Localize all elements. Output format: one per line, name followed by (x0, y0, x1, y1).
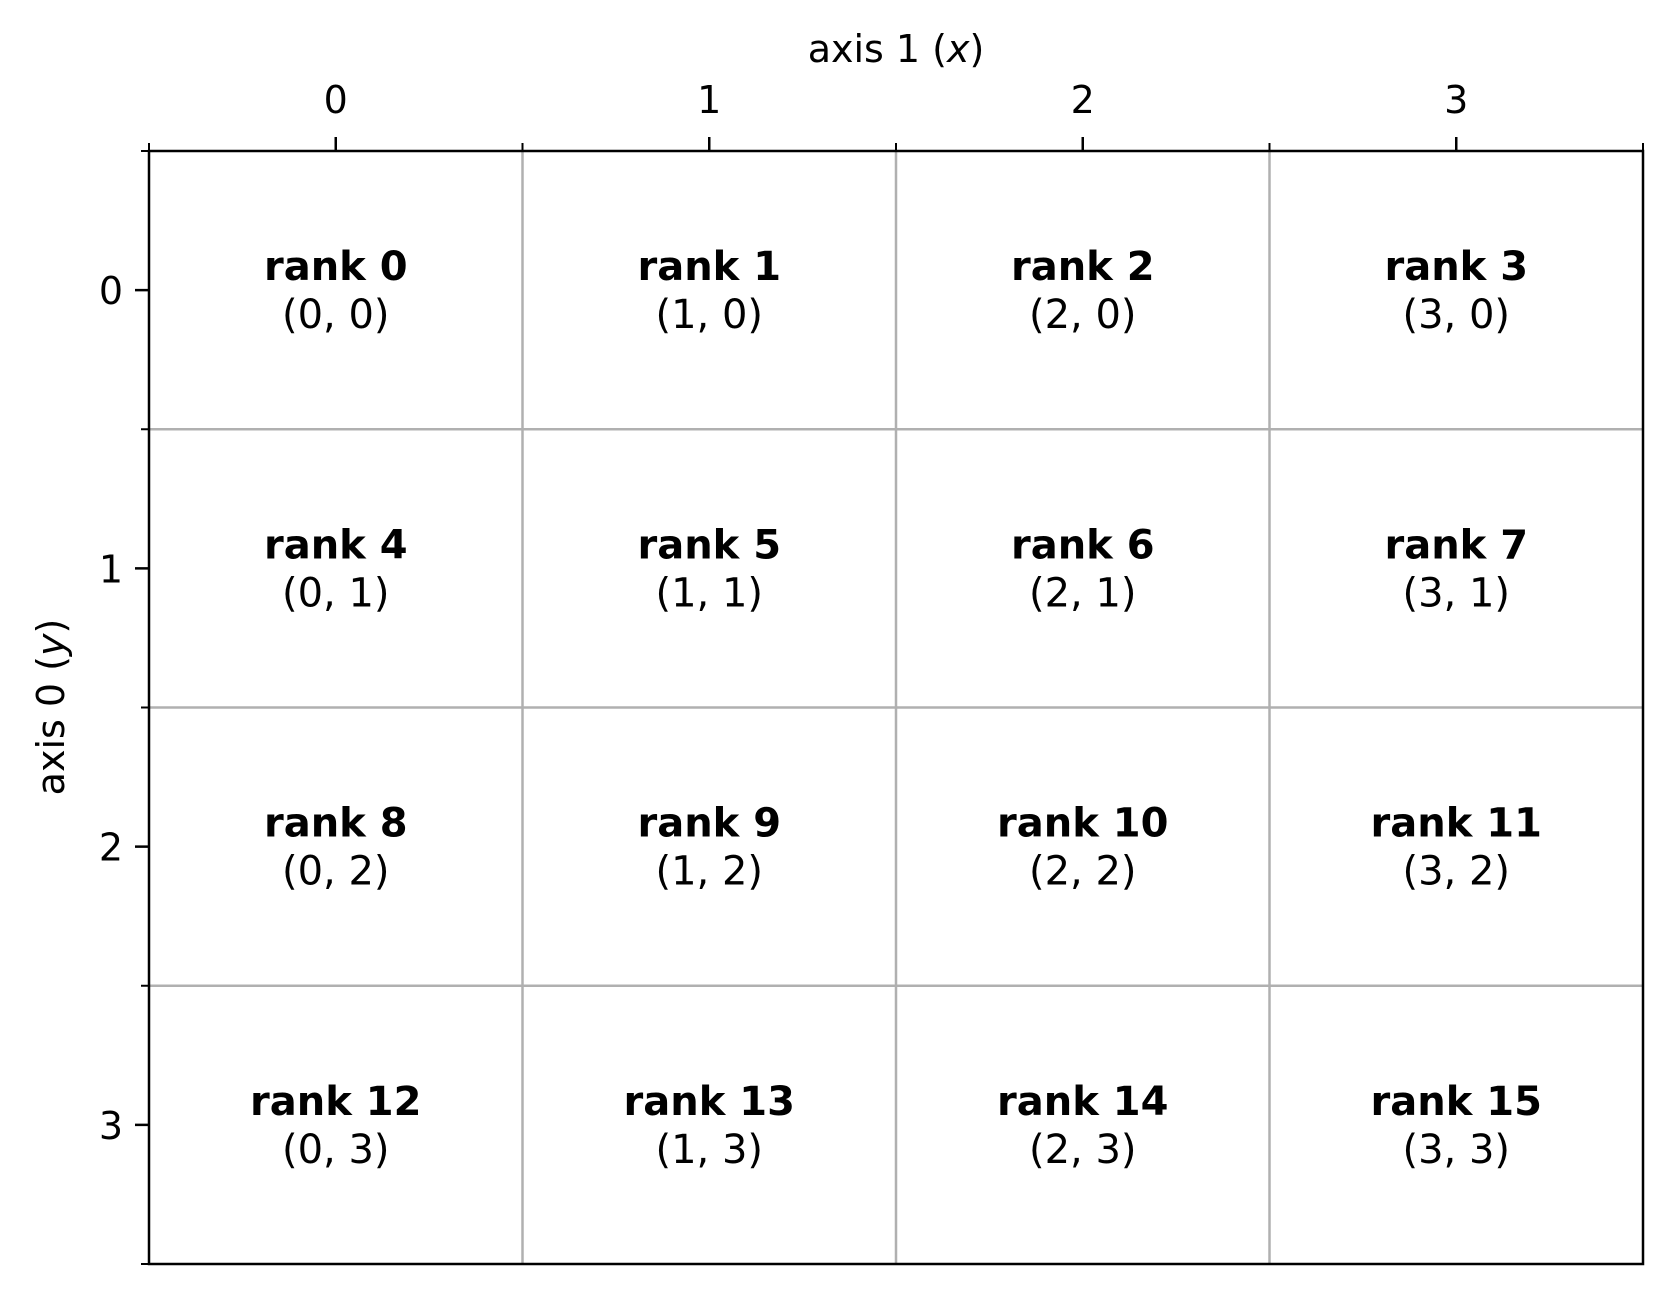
grid-cell: rank 7(3, 1) (1384, 522, 1528, 616)
x-tick-label: 3 (1444, 78, 1468, 122)
x-axis-label: axis 1 (x) (808, 27, 985, 71)
cell-rank-label: rank 7 (1384, 522, 1528, 568)
grid-cell: rank 14(2, 3) (997, 1079, 1168, 1173)
y-tick-label: 2 (99, 826, 123, 870)
cell-coordinate-label: (1, 0) (655, 292, 763, 338)
cell-rank-label: rank 14 (997, 1079, 1168, 1125)
x-tick-label: 2 (1071, 78, 1095, 122)
cell-coordinate-label: (2, 0) (1029, 292, 1137, 338)
cell-rank-label: rank 0 (264, 244, 408, 290)
cell-coordinate-label: (3, 1) (1402, 570, 1510, 616)
cell-rank-label: rank 1 (637, 244, 781, 290)
grid-cell: rank 4(0, 1) (264, 522, 408, 616)
grid-cell: rank 12(0, 3) (250, 1079, 421, 1173)
cell-rank-label: rank 4 (264, 522, 408, 568)
cell-rank-label: rank 2 (1011, 244, 1155, 290)
cell-rank-label: rank 12 (250, 1079, 421, 1125)
cell-rank-label: rank 15 (1371, 1079, 1542, 1125)
cell-coordinate-label: (1, 3) (655, 1127, 763, 1173)
grid-cell: rank 5(1, 1) (637, 522, 781, 616)
grid-cell: rank 0(0, 0) (264, 244, 408, 338)
cell-rank-label: rank 9 (637, 801, 781, 847)
cell-coordinate-label: (2, 3) (1029, 1127, 1137, 1173)
grid-cell: rank 3(3, 0) (1384, 244, 1528, 338)
y-axis-label: axis 0 (y) (29, 619, 73, 796)
cell-coordinate-label: (3, 0) (1402, 292, 1510, 338)
grid-cell: rank 11(3, 2) (1371, 801, 1542, 895)
cell-rank-label: rank 5 (637, 522, 781, 568)
grid-cell: rank 6(2, 1) (1011, 522, 1155, 616)
cell-coordinate-label: (0, 2) (282, 849, 390, 895)
cell-coordinate-label: (0, 1) (282, 570, 390, 616)
cell-coordinate-label: (3, 3) (1402, 1127, 1510, 1173)
cell-coordinate-label: (1, 2) (655, 849, 763, 895)
cell-rank-label: rank 6 (1011, 522, 1155, 568)
x-tick-label: 1 (697, 78, 721, 122)
cell-coordinate-label: (2, 1) (1029, 570, 1137, 616)
cell-rank-label: rank 13 (624, 1079, 795, 1125)
grid-cell: rank 10(2, 2) (997, 801, 1168, 895)
grid-cells: rank 0(0, 0)rank 1(1, 0)rank 2(2, 0)rank… (250, 244, 1542, 1173)
y-tick-label: 1 (99, 547, 123, 591)
cell-coordinate-label: (2, 2) (1029, 849, 1137, 895)
cell-coordinate-label: (1, 1) (655, 570, 763, 616)
y-tick-label: 3 (99, 1104, 123, 1148)
grid-lines (149, 151, 1643, 1264)
x-tick-label: 0 (324, 78, 348, 122)
grid-cell: rank 13(1, 3) (624, 1079, 795, 1173)
grid-cell: rank 1(1, 0) (637, 244, 781, 338)
cell-coordinate-label: (0, 0) (282, 292, 390, 338)
axis-ticks: 0 1 2 3 0 1 2 3 (99, 78, 1644, 1265)
grid-cell: rank 9(1, 2) (637, 801, 781, 895)
y-tick-label: 0 (99, 269, 123, 313)
grid-cell: rank 15(3, 3) (1371, 1079, 1542, 1173)
cell-rank-label: rank 3 (1384, 244, 1528, 290)
cell-coordinate-label: (3, 2) (1402, 849, 1510, 895)
cell-rank-label: rank 8 (264, 801, 408, 847)
cell-rank-label: rank 10 (997, 801, 1168, 847)
grid-cell: rank 2(2, 0) (1011, 244, 1155, 338)
grid-cell: rank 8(0, 2) (264, 801, 408, 895)
cell-rank-label: rank 11 (1371, 801, 1542, 847)
cell-coordinate-label: (0, 3) (282, 1127, 390, 1173)
